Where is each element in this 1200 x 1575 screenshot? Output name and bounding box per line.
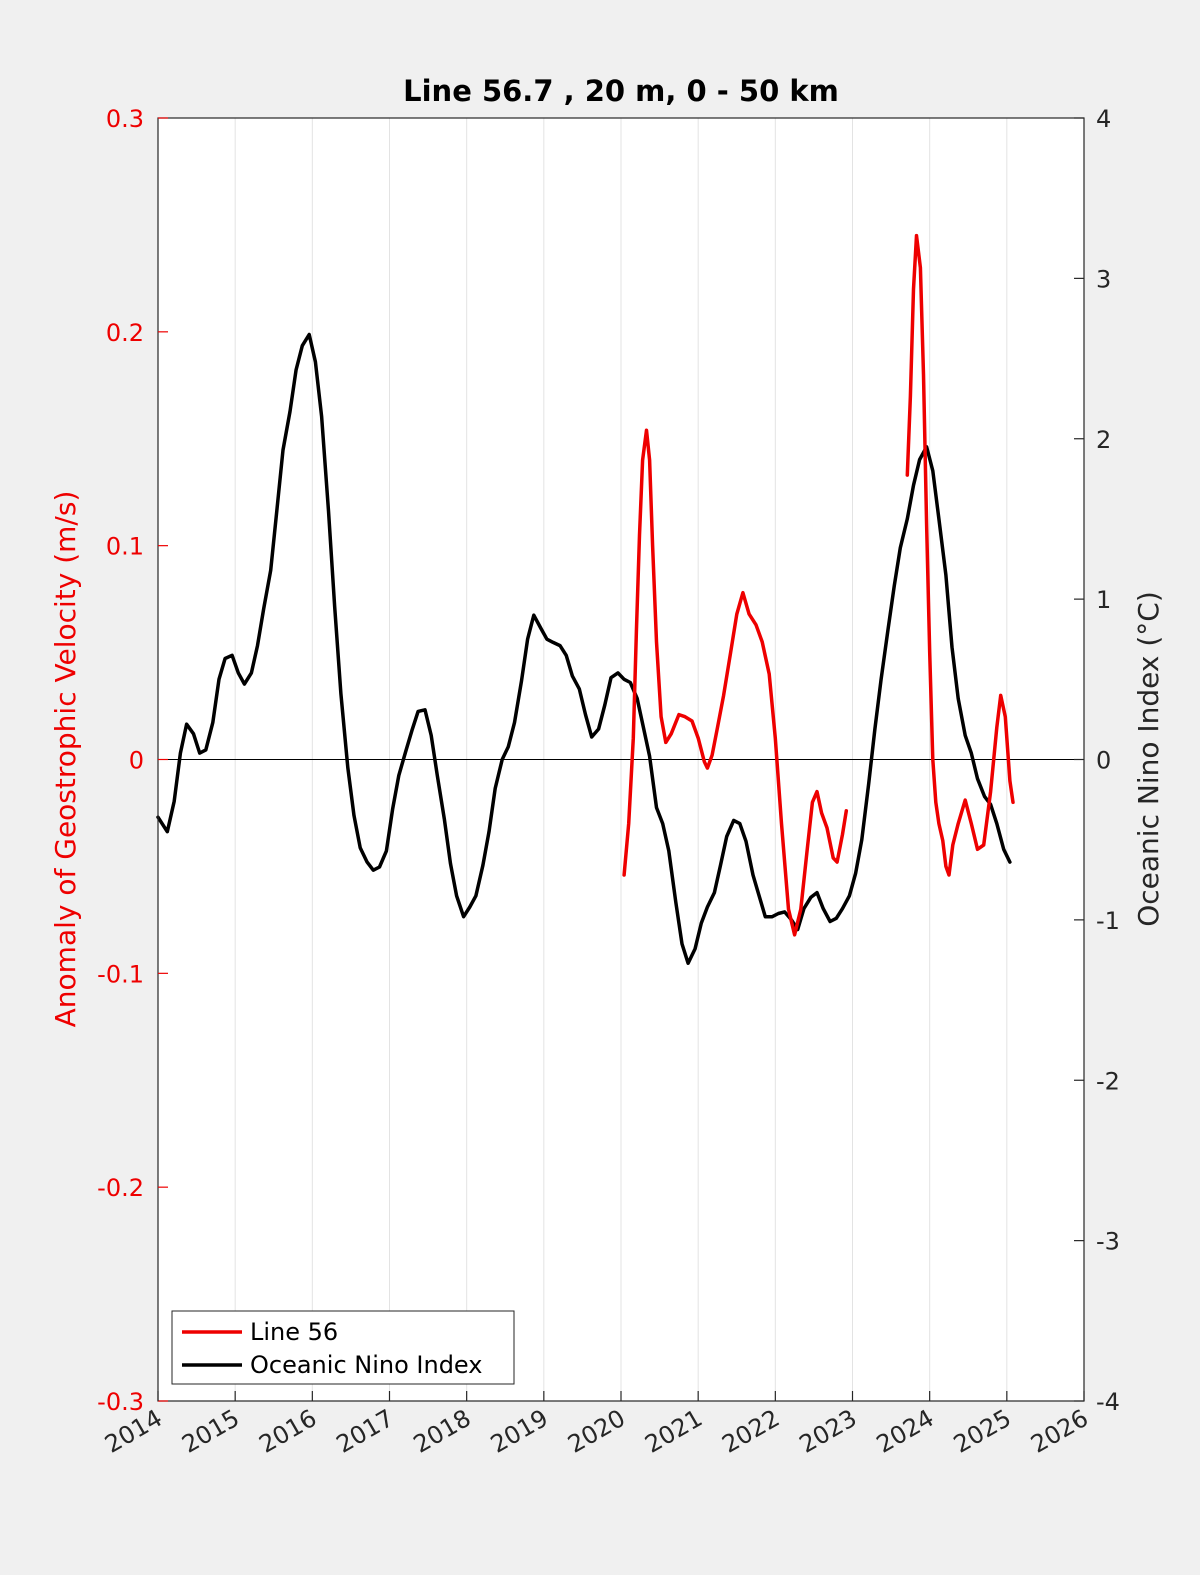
right-tick-label: 2 bbox=[1096, 426, 1111, 454]
series-line56-segment-1 bbox=[905, 233, 1015, 877]
right-tick-label: 0 bbox=[1096, 747, 1111, 775]
right-tick-label: -3 bbox=[1096, 1228, 1120, 1256]
left-axis-label: Anomaly of Geostrophic Velocity (m/s) bbox=[49, 491, 82, 1028]
right-tick-label: -4 bbox=[1096, 1388, 1120, 1416]
series-line56-segment-0 bbox=[622, 428, 849, 937]
right-axis-ticks: 4 3 2 1 0 -1 -2 -3 -4 bbox=[1074, 105, 1120, 1416]
left-axis-ticks: 0.3 0.2 0.1 0 -0.1 -0.2 -0.3 bbox=[97, 105, 168, 1416]
right-tick-label: -2 bbox=[1096, 1067, 1120, 1095]
legend-box bbox=[171, 1310, 515, 1385]
right-tick-label: 1 bbox=[1096, 586, 1111, 614]
left-tick-label: -0.1 bbox=[97, 960, 144, 988]
series-oni-segment-0 bbox=[156, 332, 1012, 965]
right-axis-label: Oceanic Nino Index (°C) bbox=[1132, 591, 1165, 927]
right-tick-label: -1 bbox=[1096, 907, 1120, 935]
left-tick-label: 0.2 bbox=[106, 319, 144, 347]
left-tick-label: 0.1 bbox=[106, 533, 144, 561]
right-tick-label: 4 bbox=[1096, 105, 1111, 133]
left-tick-label: -0.2 bbox=[97, 1174, 144, 1202]
legend-label-line56: Line 56 bbox=[250, 1318, 338, 1346]
plot-area bbox=[156, 233, 1015, 965]
legend: Line 56 Oceanic Nino Index bbox=[171, 1310, 515, 1385]
legend-label-oni: Oceanic Nino Index bbox=[250, 1351, 482, 1379]
left-tick-label: 0 bbox=[129, 747, 144, 775]
right-tick-label: 3 bbox=[1096, 265, 1111, 293]
left-tick-label: -0.3 bbox=[97, 1388, 144, 1416]
left-tick-label: 0.3 bbox=[106, 105, 144, 133]
chart-title: Line 56.7 , 20 m, 0 - 50 km bbox=[403, 74, 839, 108]
